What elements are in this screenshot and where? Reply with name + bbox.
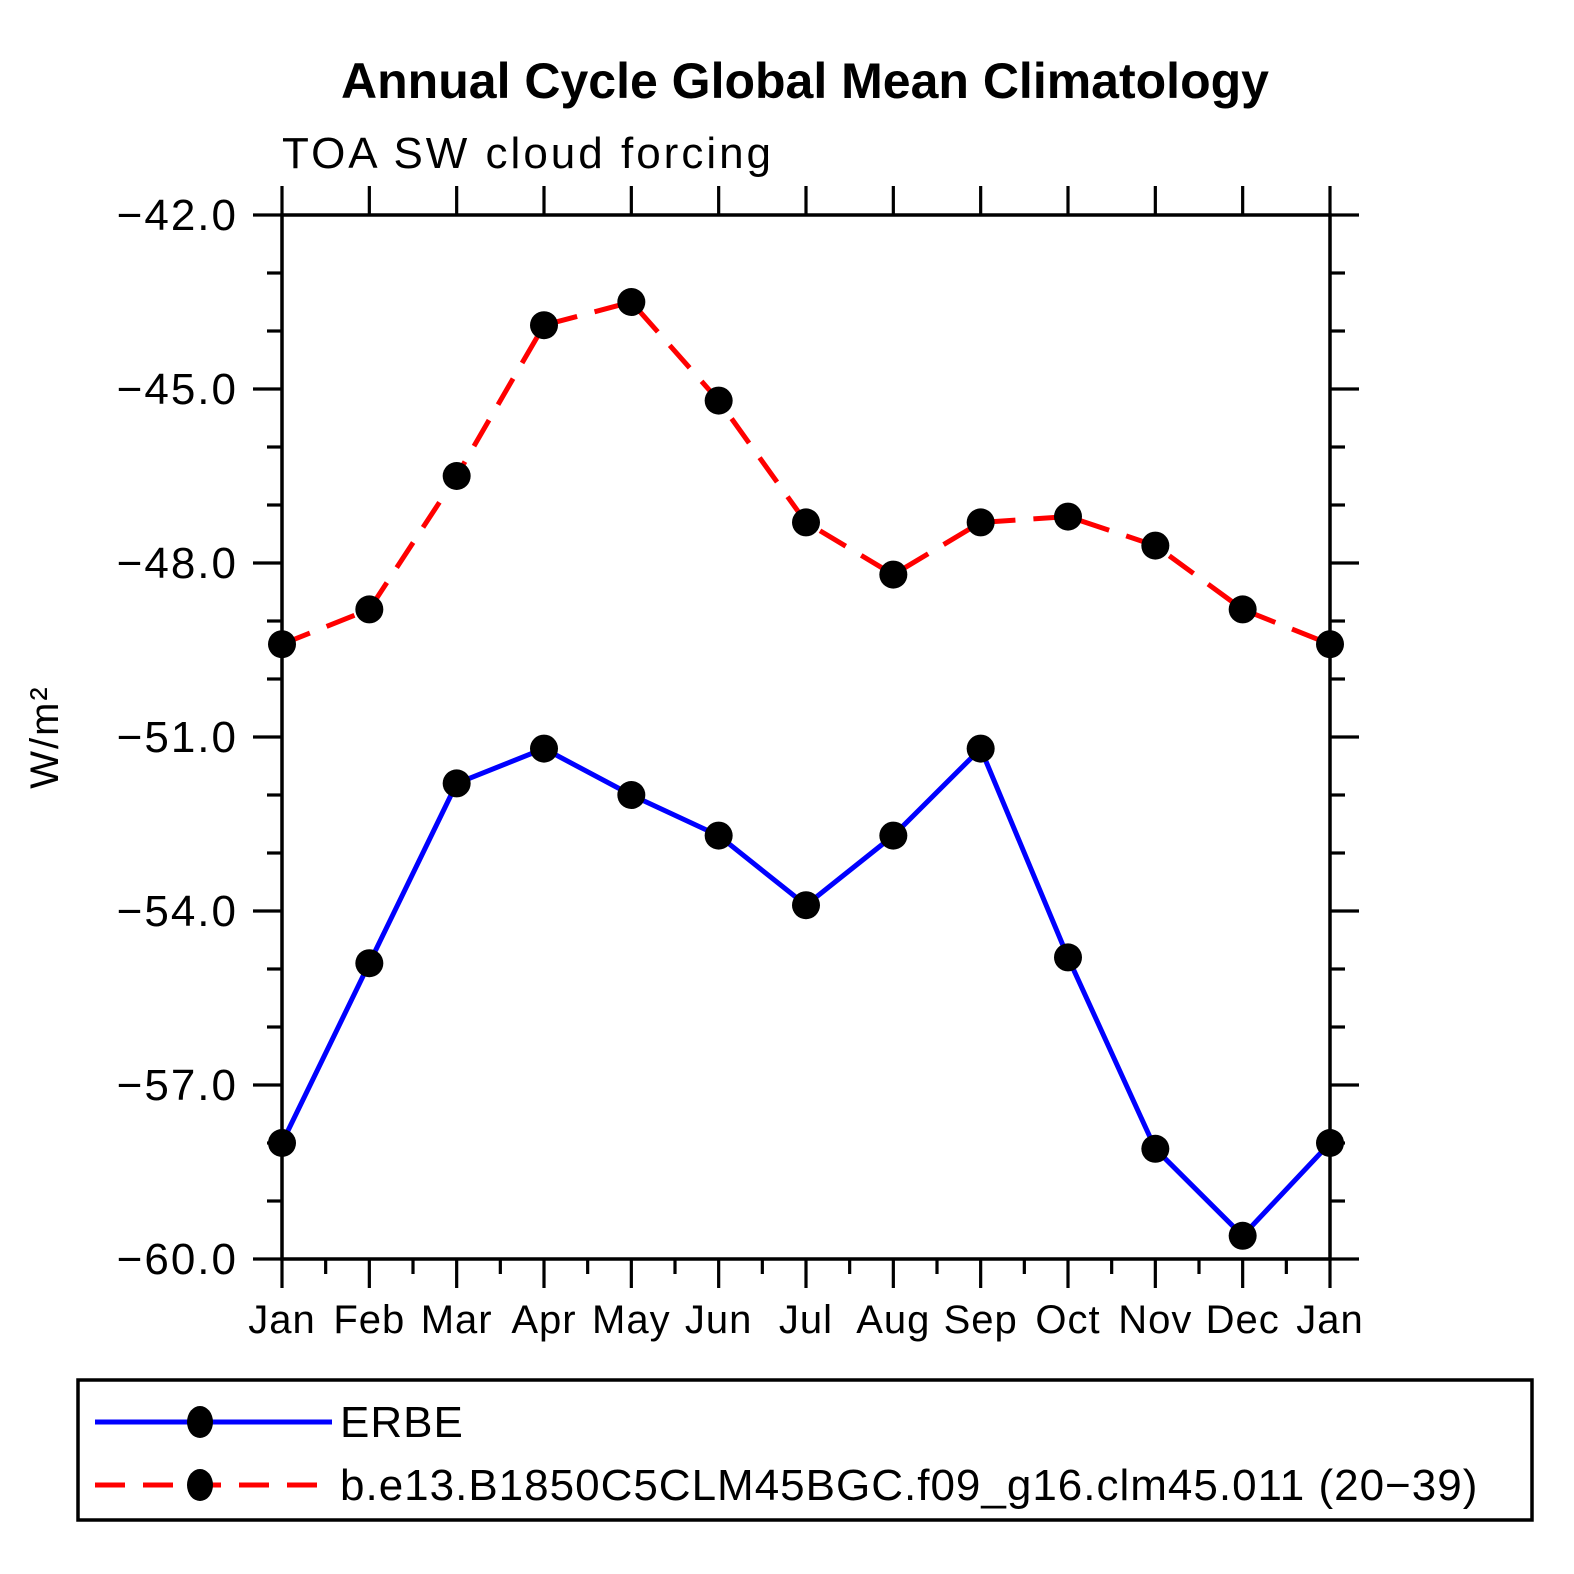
x-tick-label: Aug [856,1298,930,1342]
data-point-marker [879,560,908,589]
series-line-model [281,299,1331,647]
data-point-marker [704,386,733,415]
x-tick-label: Jan [1296,1298,1364,1342]
y-tick-label: −48.0 [117,539,238,588]
data-point-marker [268,630,296,659]
data-point-marker [355,595,384,624]
x-tick-label: Jul [779,1298,833,1342]
data-point-marker [966,734,995,763]
x-tick-label: May [592,1298,671,1342]
legend-sample-marker [187,1406,213,1438]
data-point-marker [355,949,384,978]
y-tick-label: −45.0 [117,365,238,414]
data-point-marker [879,821,908,850]
data-point-marker [530,734,558,763]
y-tick-label: −51.0 [117,713,238,762]
data-point-marker [792,508,820,537]
data-point-marker [1228,1221,1257,1250]
y-tick-label: −42.0 [117,191,238,240]
data-point-marker [1316,630,1344,659]
data-point-marker [268,1129,296,1157]
x-tick-label: Dec [1206,1298,1280,1342]
x-tick-label: Feb [333,1298,405,1342]
plot-frame [280,213,1332,1261]
data-point-marker [1141,1134,1170,1163]
x-tick-label: Nov [1118,1298,1192,1342]
data-point-marker [1228,595,1257,624]
x-tick-label: Apr [511,1298,576,1342]
chart-subtitle: TOA SW cloud forcing [282,129,774,178]
legend-label-erbe: ERBE [340,1398,464,1447]
data-point-marker [792,891,820,920]
x-tick-label: Jan [248,1298,316,1342]
legend-label-model: b.e13.B1850C5CLM45BGC.f09_g16.clm45.011 … [340,1461,1478,1510]
y-axis-label: W/m² [23,685,67,789]
y-tick-label: −57.0 [117,1061,238,1110]
y-tick-label: −60.0 [117,1235,238,1284]
x-tick-label: Jun [685,1298,753,1342]
data-point-marker [442,769,471,798]
legend-border [76,1378,1534,1522]
data-point-marker [704,821,733,850]
legend-samples [95,1406,332,1501]
y-tick-label: −54.0 [117,887,238,936]
data-point-marker [1054,943,1082,972]
data-point-marker [617,781,646,809]
data-point-marker [966,508,995,537]
data-point-marker [530,311,558,340]
data-point-marker [1316,1129,1344,1157]
data-point-marker [1141,531,1170,560]
x-tick-label: Sep [944,1298,1018,1342]
chart-title: Annual Cycle Global Mean Climatology [341,53,1269,109]
series-line-erbe [279,746,1332,1239]
data-point-marker [617,288,646,316]
x-tick-label: Oct [1035,1298,1100,1342]
legend-box: ERBE b.e13.B1850C5CLM45BGC.f09_g16.clm45… [76,1378,1534,1522]
data-point-marker [442,462,471,490]
x-tick-label: Mar [421,1298,493,1342]
data-point-marker [1054,502,1082,531]
legend-sample-marker [187,1469,213,1501]
